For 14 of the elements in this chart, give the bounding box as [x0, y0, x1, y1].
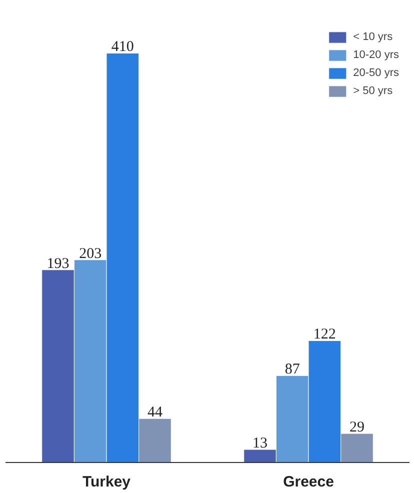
x-tick-label: Greece: [283, 474, 334, 490]
data-label: 410: [111, 39, 134, 56]
data-label: 203: [79, 246, 102, 262]
x-tick-label: Turkey: [82, 474, 132, 490]
legend-label: 20-50 yrs: [353, 67, 399, 79]
legend-label: 10-20 yrs: [353, 49, 399, 61]
data-label: 122: [313, 326, 336, 343]
data-label: 193: [46, 256, 70, 272]
legend-label: > 50 yrs: [353, 85, 393, 97]
data-label: 44: [147, 404, 163, 421]
data-label: 13: [252, 436, 268, 452]
data-label: 87: [284, 362, 300, 378]
data-label: 29: [349, 420, 364, 436]
legend-label: < 10 yrs: [353, 31, 393, 43]
